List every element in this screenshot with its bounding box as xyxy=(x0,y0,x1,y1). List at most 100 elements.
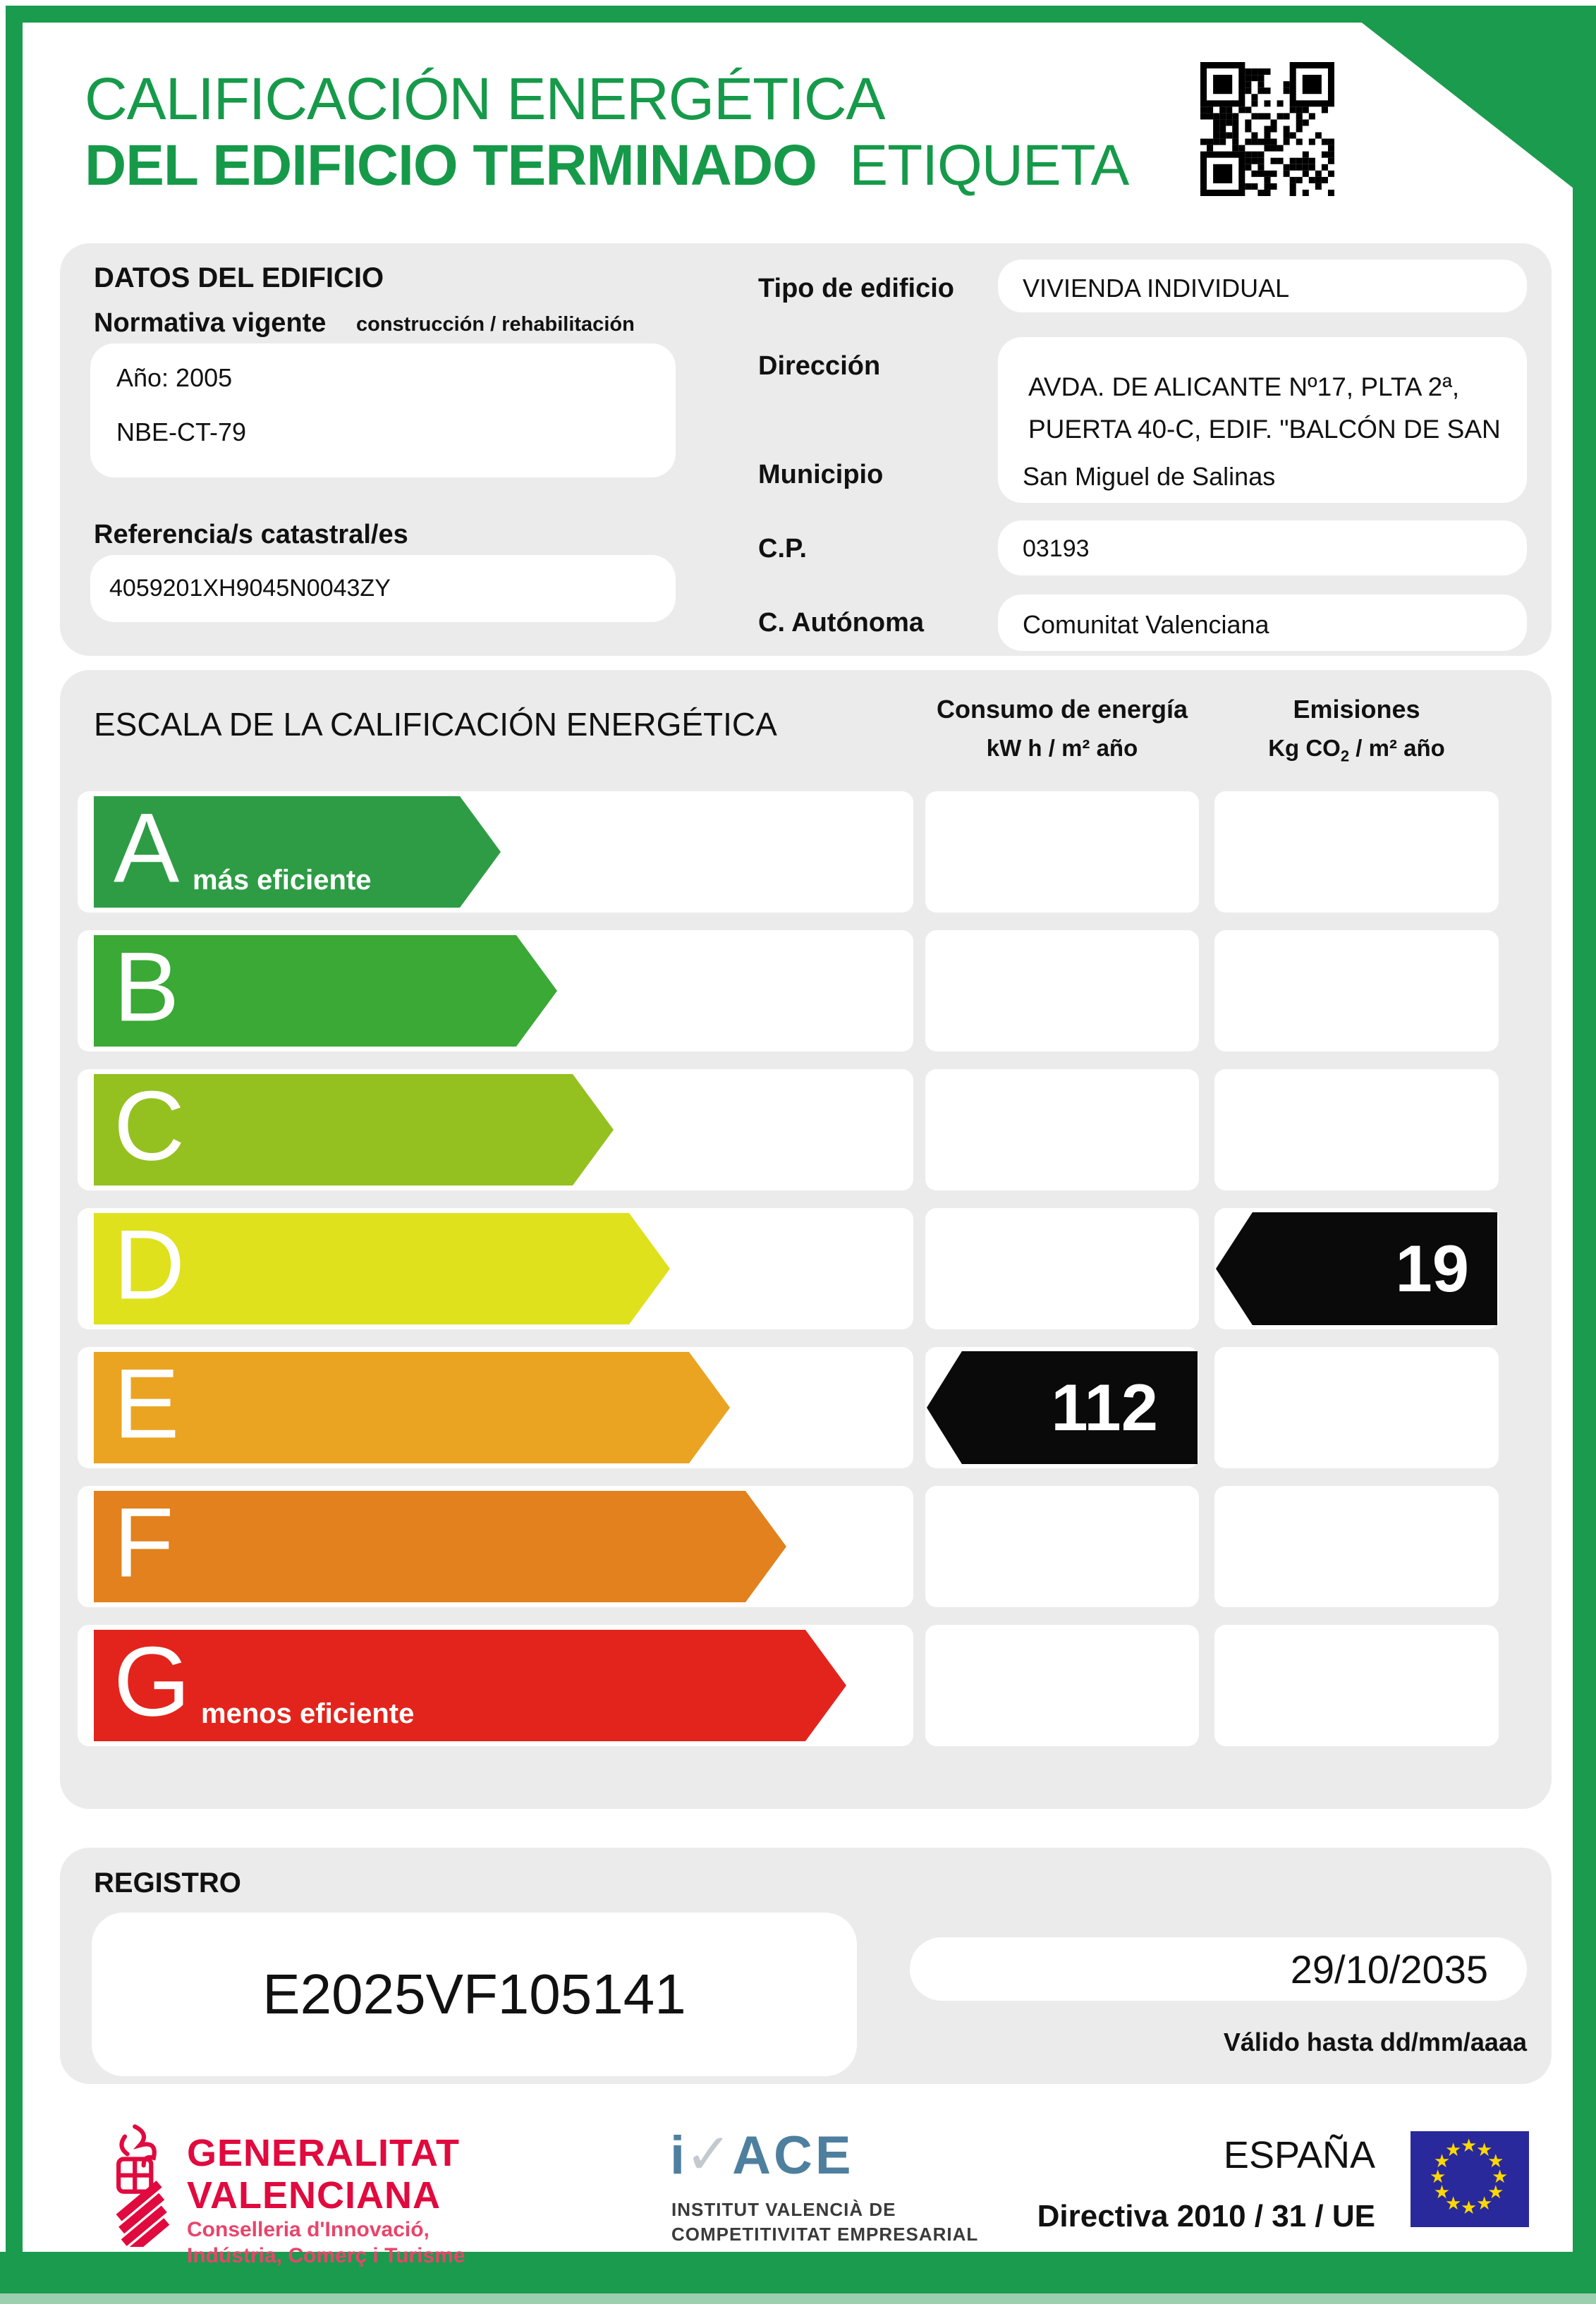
normativa-sublabel: construcción / rehabilitación xyxy=(356,313,635,336)
rating-bar-b: B xyxy=(94,935,557,1047)
rating-bar-e: E xyxy=(94,1352,730,1463)
rating-bar-f: F xyxy=(94,1491,786,1602)
eu-star-icon: ★ xyxy=(1476,2193,1493,2214)
scale-row-c: C xyxy=(0,1069,1596,1190)
consumo-header: Consumo de energía xyxy=(936,695,1188,724)
autonoma-value: Comunitat Valenciana xyxy=(1023,610,1269,639)
ivace-logo-ace: ACE xyxy=(732,2126,854,2186)
scale-row-b: B xyxy=(0,930,1596,1052)
referencia-label: Referencia/s catastral/es xyxy=(94,520,408,549)
directive-label: Directiva 2010 / 31 / UE xyxy=(1037,2199,1375,2233)
municipio-label: Municipio xyxy=(758,460,884,489)
cp-box xyxy=(998,520,1527,575)
generalitat-name-line2: VALENCIANA xyxy=(187,2174,441,2217)
autonoma-label: C. Autónoma xyxy=(758,608,925,638)
normativa-label: Normativa vigente xyxy=(94,308,327,338)
emisiones-header: Emisiones xyxy=(1293,695,1420,724)
eu-star-icon: ★ xyxy=(1445,2193,1462,2214)
page-title-line1: CALIFICACIÓN ENERGÉTICA xyxy=(85,66,886,132)
valid-date-box: 29/10/2035 xyxy=(910,1937,1527,2001)
eu-star-icon: ★ xyxy=(1430,2166,1446,2187)
eu-star-icon: ★ xyxy=(1461,2197,1478,2218)
rating-letter: G xyxy=(114,1626,190,1737)
ivace-subtitle-line1: INSTITUT VALENCIÀ DE xyxy=(671,2199,896,2220)
eu-star-icon: ★ xyxy=(1487,2150,1504,2171)
generalitat-name-line1: GENERALITAT xyxy=(187,2132,460,2174)
rating-letter: C xyxy=(114,1070,185,1181)
emisiones-units: Kg CO2 / m² año xyxy=(1214,735,1499,766)
consumo-value-arrow: 112 xyxy=(927,1351,1198,1464)
registro-title: REGISTRO xyxy=(94,1867,241,1898)
frame-bottom-light-strip xyxy=(0,2293,1596,2304)
frame-top-bar xyxy=(6,6,1596,23)
rating-bar-d: D xyxy=(94,1213,670,1324)
direccion-value-line1: AVDA. DE ALICANTE Nº17, PLTA 2ª, xyxy=(1028,372,1460,401)
eu-star-icon: ★ xyxy=(1492,2166,1509,2187)
conselleria-line1: Conselleria d'Innovació, xyxy=(187,2218,430,2241)
consumo-cell xyxy=(925,1069,1199,1190)
emisiones-cell xyxy=(1214,1347,1499,1468)
consumo-units: kW h / m² año xyxy=(986,735,1138,761)
direccion-label: Dirección xyxy=(758,351,881,381)
normativa-code-value: NBE-CT-79 xyxy=(116,417,247,446)
eu-star-icon: ★ xyxy=(1445,2138,1462,2160)
frame-right-stripe xyxy=(1573,6,1596,2293)
consumo-cell xyxy=(925,1625,1199,1746)
scale-title: ESCALA DE LA CALIFICACIÓN ENERGÉTICA xyxy=(94,706,777,743)
tipo-edificio-value: VIVIENDA INDIVIDUAL xyxy=(1023,274,1290,303)
eu-star-icon: ★ xyxy=(1433,2150,1451,2171)
rating-bar-g: G menos eficiente xyxy=(94,1630,846,1741)
ivace-checkmark-icon: ✓ xyxy=(685,2123,733,2186)
ivace-logo-i: i xyxy=(670,2126,686,2186)
eu-star-icon: ★ xyxy=(1461,2135,1478,2156)
consumo-cell xyxy=(925,1486,1199,1607)
building-section-title: DATOS DEL EDIFICIO xyxy=(94,262,384,293)
cp-value: 03193 xyxy=(1023,535,1090,562)
eu-star-icon: ★ xyxy=(1476,2138,1493,2160)
consumo-cell xyxy=(925,791,1199,913)
frame-left-stripe xyxy=(6,6,23,2293)
rating-note-mas-eficiente: más eficiente xyxy=(193,865,372,896)
rating-letter: D xyxy=(114,1209,185,1320)
tipo-edificio-box xyxy=(998,260,1527,312)
page-title-line2-bold: DEL EDIFICIO TERMINADO xyxy=(85,133,817,197)
direccion-value-line2: PUERTA 40-C, EDIF. "BALCÓN DE SAN xyxy=(1028,415,1501,444)
scale-row-e: E xyxy=(0,1347,1596,1468)
emisiones-value: 19 xyxy=(1395,1231,1469,1305)
cp-label: C.P. xyxy=(758,534,808,563)
autonoma-box xyxy=(998,595,1527,651)
registro-number: E2025VF105141 xyxy=(262,1963,686,2025)
scale-row-a: A más eficiente xyxy=(0,791,1596,913)
ivace-logo: i✓ACE xyxy=(670,2126,854,2183)
scale-row-f: F xyxy=(0,1486,1596,1607)
eu-flag: ★ ★ ★ ★ ★ ★ ★ ★ ★ ★ ★ ★ xyxy=(1411,2131,1529,2227)
rating-bar-a: A más eficiente xyxy=(94,796,501,908)
rating-note-menos-eficiente: menos eficiente xyxy=(201,1698,415,1729)
rating-letter: A xyxy=(114,792,180,903)
page-title-line2-light: ETIQUETA xyxy=(849,133,1129,197)
valid-date-value: 29/10/2035 xyxy=(1290,1946,1488,1992)
consumo-value: 112 xyxy=(1051,1370,1158,1444)
emisiones-cell xyxy=(1214,1625,1499,1746)
eu-star-icon: ★ xyxy=(1433,2181,1451,2202)
qr-finder-patterns xyxy=(1200,62,1334,196)
emisiones-units-sub: 2 xyxy=(1340,747,1350,765)
rating-letter: B xyxy=(114,931,180,1042)
valid-until-label: Válido hasta dd/mm/aaaa xyxy=(1223,2028,1527,2056)
municipio-value: San Miguel de Salinas xyxy=(1023,462,1276,491)
municipio-box xyxy=(998,446,1527,503)
normativa-year-value: Año: 2005 xyxy=(116,363,233,392)
frame-corner-triangle xyxy=(1340,6,1596,206)
emisiones-value-arrow: 19 xyxy=(1216,1212,1497,1325)
emisiones-units-prefix: Kg CO xyxy=(1268,735,1341,761)
qr-code xyxy=(1200,62,1334,196)
referencia-value: 4059201XH9045N0043ZY xyxy=(109,575,391,602)
referencia-value-box xyxy=(90,555,676,622)
rating-bar-c: C xyxy=(94,1074,614,1185)
emisiones-cell xyxy=(1214,1069,1499,1190)
page-title-line2: DEL EDIFICIO TERMINADO ETIQUETA xyxy=(85,133,1129,199)
country-label: ESPAÑA xyxy=(1223,2134,1375,2176)
rating-letter: E xyxy=(114,1348,180,1459)
conselleria-line2: Indústria, Comerç i Turisme xyxy=(187,2244,465,2267)
generalitat-crest-icon xyxy=(116,2124,170,2247)
